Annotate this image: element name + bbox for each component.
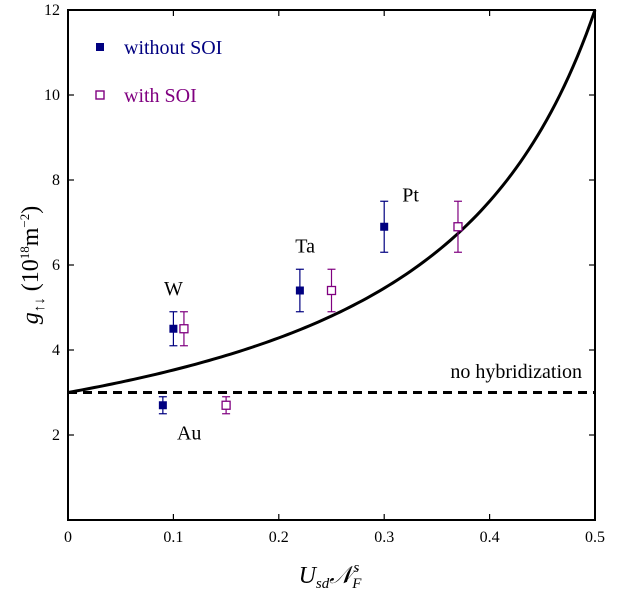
marker [158,401,167,410]
y-tick-label: 6 [52,257,60,274]
metal-label-ta: Ta [295,235,315,257]
y-tick-label: 8 [52,172,60,189]
marker [179,324,189,334]
no-hybridization-label: no hybridization [450,361,582,383]
legend-label-with-soi: with SOI [124,85,197,107]
metal-label-pt: Pt [402,184,419,206]
y-axis-label: g↑↓ (1018m−2) [17,206,48,325]
data-point-without-soi-au [158,396,167,415]
legend-marker-without-soi [96,43,104,51]
marker [221,400,231,410]
metal-labels-group: W Ta Pt Au [164,184,419,444]
x-tick-label: 0.3 [374,529,394,546]
data-point-with-soi-w [179,311,189,347]
legend-label-without-soi: without SOI [124,37,222,59]
data-point-without-soi-ta [295,268,304,313]
model-curve [67,9,597,394]
data-point-with-soi-ta [326,268,337,313]
x-tick-label: 0.4 [480,529,500,546]
x-tick-label: 0 [64,529,72,546]
marker [380,222,389,231]
y-tick-label: 12 [44,2,60,19]
y-tick-label: 10 [44,87,60,104]
marker [169,324,178,333]
x-axis-label: Usd𝒩Fs [299,560,363,592]
marker [295,286,304,295]
y-tick-label: 4 [52,342,60,359]
x-tick-label: 0.5 [585,529,605,546]
legend-marker-with-soi [95,90,105,100]
legend: without SOI with SOI [95,37,222,107]
ticks: 0 0.1 0.2 0.3 0.4 0.5 2 4 6 8 10 12 [44,2,605,546]
marker [326,285,337,296]
marker [453,222,463,232]
x-tick-label: 0.1 [163,529,183,546]
data-point-without-soi-pt [380,200,389,253]
svg-text:g↑↓ (1018m−2): g↑↓ (1018m−2) [17,206,48,325]
curve-group [67,9,597,394]
y-tick-label: 2 [52,427,60,444]
data-point-with-soi-pt [453,200,463,253]
metal-label-au: Au [177,422,201,444]
points-group [158,200,463,415]
data-point-without-soi-w [169,311,178,347]
data-point-with-soi-au [221,396,231,415]
metal-label-w: W [164,278,183,300]
x-tick-label: 0.2 [269,529,289,546]
